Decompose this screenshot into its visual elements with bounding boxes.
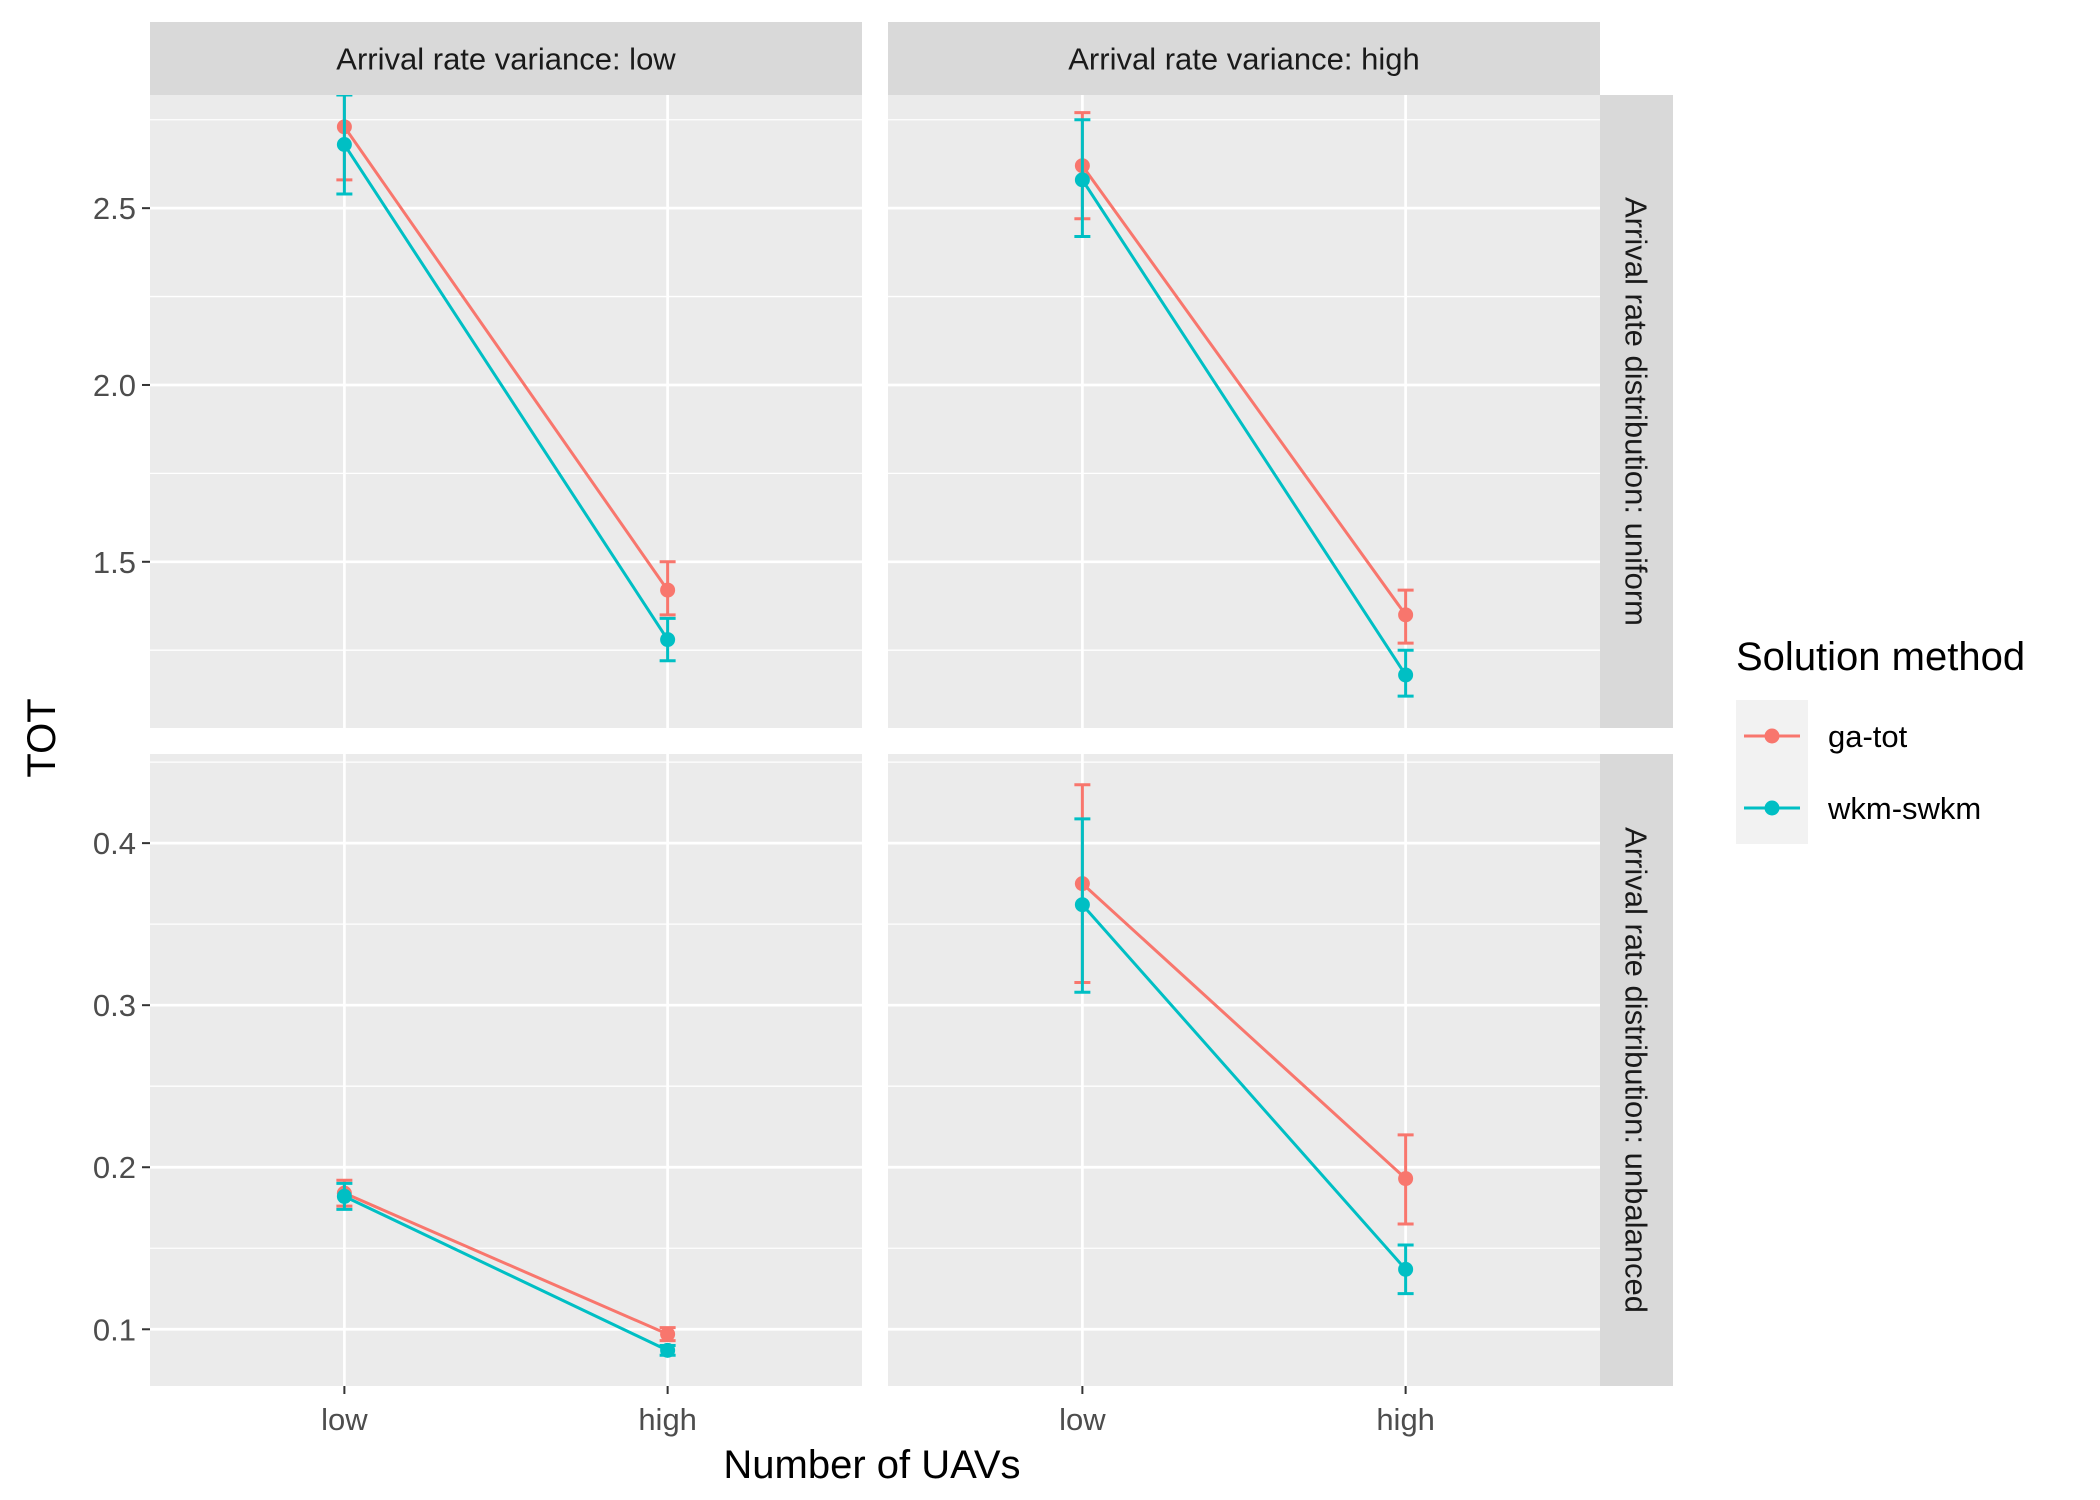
x-axis-title: Number of UAVs: [723, 1443, 1020, 1487]
data-point: [336, 1188, 352, 1204]
legend-key-point: [1764, 800, 1780, 816]
legend-label: ga-tot: [1828, 719, 1908, 754]
data-point: [1074, 172, 1090, 188]
col-strip-bg: [888, 22, 1600, 95]
legend-title: Solution method: [1736, 635, 2025, 679]
data-point: [1398, 667, 1414, 683]
col-strip-label: Arrival rate variance: high: [1068, 42, 1420, 77]
series-line: [343, 143, 669, 641]
data-point: [660, 632, 676, 648]
col-strip-label: Arrival rate variance: low: [336, 42, 676, 77]
panel-background: [888, 754, 1600, 1386]
data-point: [336, 137, 352, 153]
series-wkm-swkm: [1074, 817, 1414, 1296]
panel-background: [150, 95, 862, 728]
y-tick-label: 2.5: [93, 191, 136, 226]
row-strip-bg: [1600, 754, 1673, 1386]
x-tick-label: high: [638, 1402, 697, 1437]
panel-background: [150, 754, 862, 1386]
data-point: [660, 582, 676, 598]
y-tick-label: 0.1: [93, 1312, 136, 1347]
series-line: [343, 1195, 669, 1352]
series-line: [1081, 903, 1407, 1271]
y-axis-title: TOT: [20, 698, 64, 777]
series-line: [1081, 179, 1407, 676]
series-wkm-swkm: [336, 1181, 676, 1358]
legend-label: wkm-swkm: [1827, 791, 1981, 826]
facet-panel: [888, 754, 1600, 1386]
series-wkm-swkm: [1074, 118, 1414, 698]
row-strip-label: Arrival rate distribution: unbalanced: [1619, 827, 1654, 1313]
series-line: [343, 125, 669, 591]
series-line: [1081, 882, 1407, 1180]
axes-layer: 1.5 2.0 2.5 0.1 0.2 0.3 0.4 low high low high: [93, 191, 1435, 1437]
panels-layer: [150, 75, 1600, 1386]
y-tick-label: 0.2: [93, 1150, 136, 1185]
data-point: [1398, 607, 1414, 623]
y-tick-label: 1.5: [93, 545, 136, 580]
facet-panel: [150, 75, 862, 728]
data-point: [660, 1342, 676, 1358]
y-tick-label: 0.3: [93, 988, 136, 1023]
x-tick-label: low: [321, 1402, 368, 1437]
row-strip-label: Arrival rate distribution: uniform: [1619, 197, 1654, 626]
series-line: [343, 1191, 669, 1336]
x-tick-label: low: [1059, 1402, 1106, 1437]
facet-panel: [150, 754, 862, 1386]
facet-panel: [888, 95, 1600, 728]
series-line: [1081, 164, 1407, 616]
data-point: [660, 1326, 676, 1342]
y-tick-label: 2.0: [93, 368, 136, 403]
col-strip-bg: [150, 22, 862, 95]
strips-layer: Arrival rate variance: low Arrival rate v…: [150, 22, 1673, 1386]
x-tick-label: high: [1376, 1402, 1435, 1437]
row-strip-bg: [1600, 95, 1673, 728]
data-point: [1398, 1171, 1414, 1187]
data-point: [1074, 897, 1090, 913]
legend-item-ga-tot: ga-tot: [1736, 700, 1908, 772]
y-tick-label: 0.4: [93, 826, 136, 861]
legend: Solution method ga-tot wkm-swkm: [1736, 635, 2025, 844]
legend-key-point: [1764, 728, 1780, 744]
panel-background: [888, 95, 1600, 728]
legend-item-wkm-swkm: wkm-swkm: [1736, 772, 1981, 844]
data-point: [1398, 1261, 1414, 1277]
